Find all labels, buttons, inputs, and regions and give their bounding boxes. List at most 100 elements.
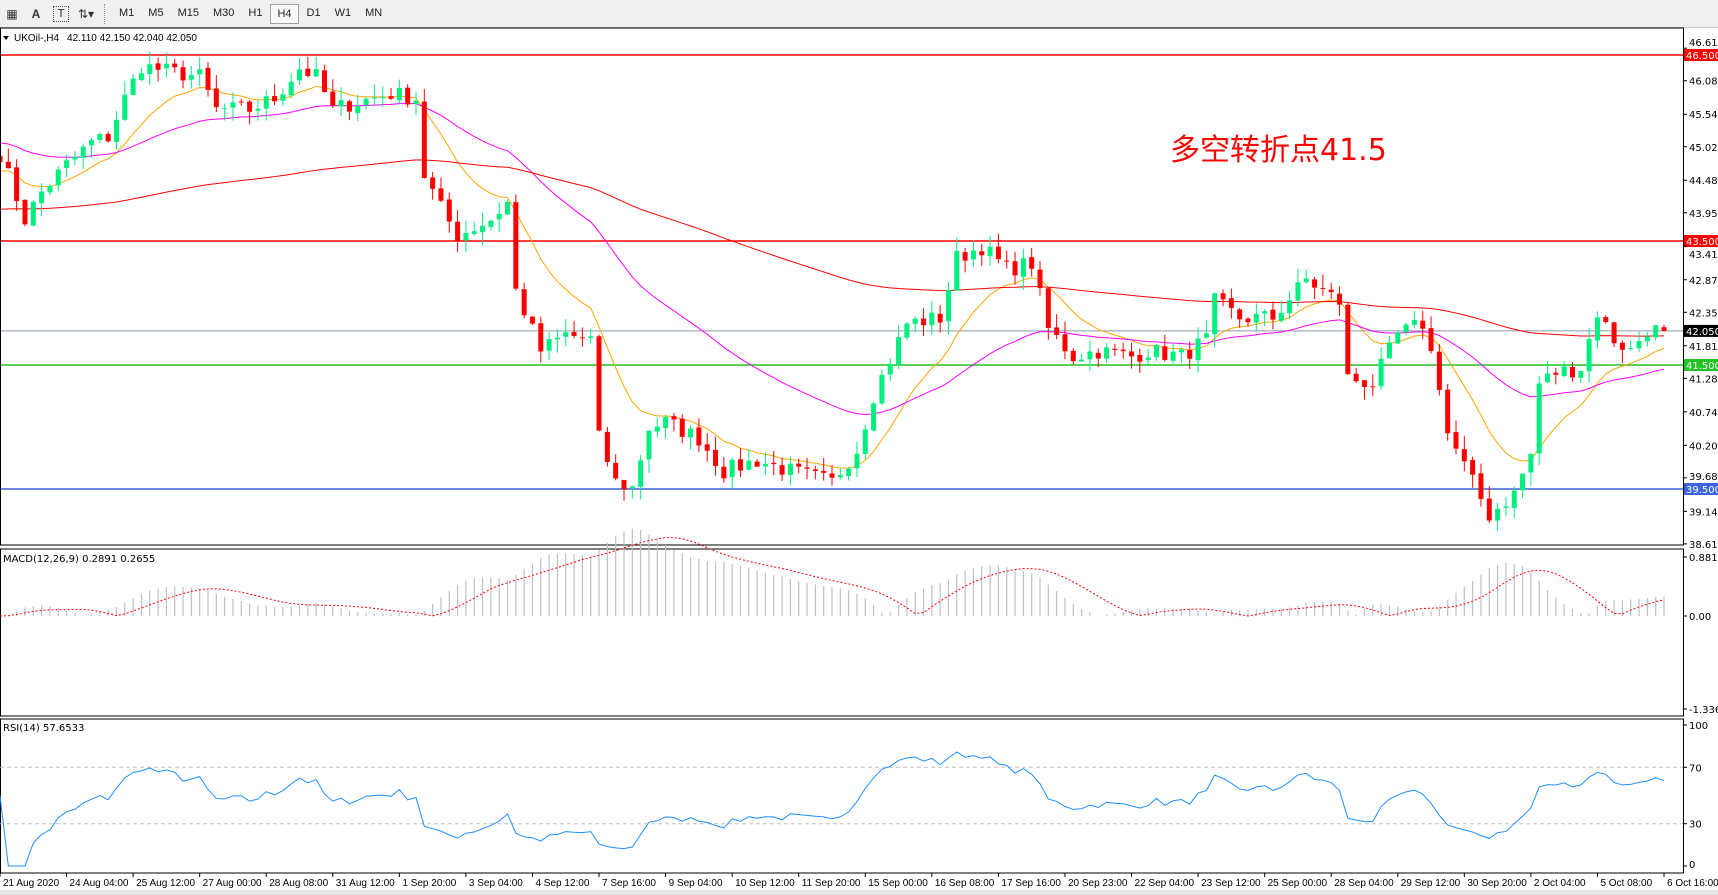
candle-body	[1112, 348, 1118, 351]
candle	[380, 86, 386, 107]
timeframe-mn[interactable]: MN	[365, 6, 383, 19]
candle-body	[1295, 282, 1301, 301]
candle	[746, 449, 752, 471]
timeframe-h4[interactable]: H4	[270, 3, 299, 24]
time-tick-label: 10 Sep 12:00	[735, 878, 795, 889]
candle	[1237, 307, 1243, 328]
candle-body	[1619, 342, 1625, 350]
timeframe-m15[interactable]: M15	[177, 6, 199, 19]
candle	[1403, 322, 1409, 336]
candle-body	[1237, 309, 1243, 320]
text-icon[interactable]: A	[31, 6, 41, 21]
candle-body	[1278, 312, 1284, 321]
candle-body	[945, 289, 951, 322]
macd-tick-label: 0.8812	[1689, 553, 1718, 564]
candle	[1328, 283, 1334, 300]
candle-body	[879, 374, 885, 404]
candle-body	[5, 161, 11, 169]
candle	[488, 219, 494, 231]
candle	[113, 110, 119, 150]
candle	[513, 194, 519, 291]
time-tick-label: 9 Sep 04:00	[669, 878, 723, 889]
candle-body	[621, 479, 627, 490]
candle	[762, 452, 768, 475]
candle-body	[979, 251, 985, 256]
candle	[1619, 340, 1625, 363]
candle	[1536, 376, 1542, 466]
candle-body	[1162, 346, 1168, 360]
timeframe-m30[interactable]: M30	[212, 6, 235, 19]
candle-body	[1137, 354, 1143, 362]
candle	[1045, 287, 1051, 340]
hline-label-support-bg	[1684, 483, 1718, 496]
candle	[1104, 343, 1110, 363]
candle-body	[1087, 351, 1093, 360]
arrows-icon[interactable]: ⇅▾	[77, 6, 95, 21]
candle	[147, 51, 153, 85]
annotation-text: 多空转折点41.5	[1170, 133, 1387, 168]
macd-tick-label: -1.3368	[1689, 705, 1718, 716]
candle-body	[1129, 351, 1135, 357]
price-tick-label: 45.545	[1689, 110, 1718, 121]
timeframe-m5[interactable]: M5	[148, 6, 164, 19]
text-label-icon[interactable]: T	[53, 5, 69, 22]
candle-body	[1245, 318, 1251, 323]
time-tick-label: 25 Sep 00:00	[1268, 878, 1328, 889]
candle	[929, 300, 935, 335]
candle	[829, 465, 835, 486]
time-tick-label: 30 Sep 20:00	[1467, 878, 1527, 889]
candle-body	[97, 134, 103, 141]
candle-body	[1511, 490, 1517, 508]
candle	[596, 334, 602, 432]
hline-label-resistance: 43.500	[1686, 237, 1718, 248]
price-tick-label: 44.480	[1689, 176, 1718, 187]
candle	[629, 485, 635, 499]
horizontal-scrollbar[interactable]	[0, 890, 1718, 895]
candle	[1445, 384, 1451, 441]
candle	[812, 465, 818, 480]
candle-body	[937, 313, 943, 323]
candle-body	[238, 101, 244, 103]
timeframe-d1[interactable]: D1	[306, 6, 321, 19]
hline-label-pivot-bg	[1684, 359, 1718, 372]
candle-body	[1569, 367, 1575, 378]
candle-body	[579, 337, 585, 339]
candle-body	[563, 332, 569, 337]
candle-body	[554, 337, 560, 340]
price-tick-label: 43.415	[1689, 250, 1718, 261]
candle-body	[230, 102, 236, 108]
candle	[1187, 341, 1193, 370]
candle	[771, 450, 777, 476]
candle-body	[954, 250, 960, 291]
chart-symbol: UKOil-,H4	[14, 33, 59, 44]
timeframe-h1[interactable]: H1	[248, 6, 263, 19]
candle-body	[779, 465, 785, 475]
candle	[1012, 251, 1018, 285]
timeframe-m1[interactable]: M1	[119, 6, 135, 19]
candle	[1037, 261, 1043, 296]
candle	[912, 316, 918, 333]
candle-body	[1636, 341, 1642, 349]
candle-body	[596, 336, 602, 431]
candle	[846, 467, 852, 481]
candle-body	[1287, 300, 1293, 314]
candle	[463, 220, 469, 253]
candle-body	[1428, 328, 1434, 352]
candle-body	[138, 73, 144, 81]
candle	[613, 454, 619, 481]
candle	[729, 457, 735, 489]
candle-body	[321, 70, 327, 93]
candle-body	[1545, 373, 1551, 383]
candle	[122, 81, 128, 121]
candle	[787, 456, 793, 486]
grid-icon[interactable]: ▦	[6, 6, 18, 21]
candle-body	[346, 101, 352, 112]
timeframe-w1[interactable]: W1	[334, 6, 352, 19]
candle	[455, 209, 461, 253]
candle-body	[1553, 372, 1559, 375]
candle-body	[887, 363, 893, 375]
candle	[1287, 290, 1293, 320]
candle-body	[804, 467, 810, 469]
candle	[1262, 309, 1268, 327]
